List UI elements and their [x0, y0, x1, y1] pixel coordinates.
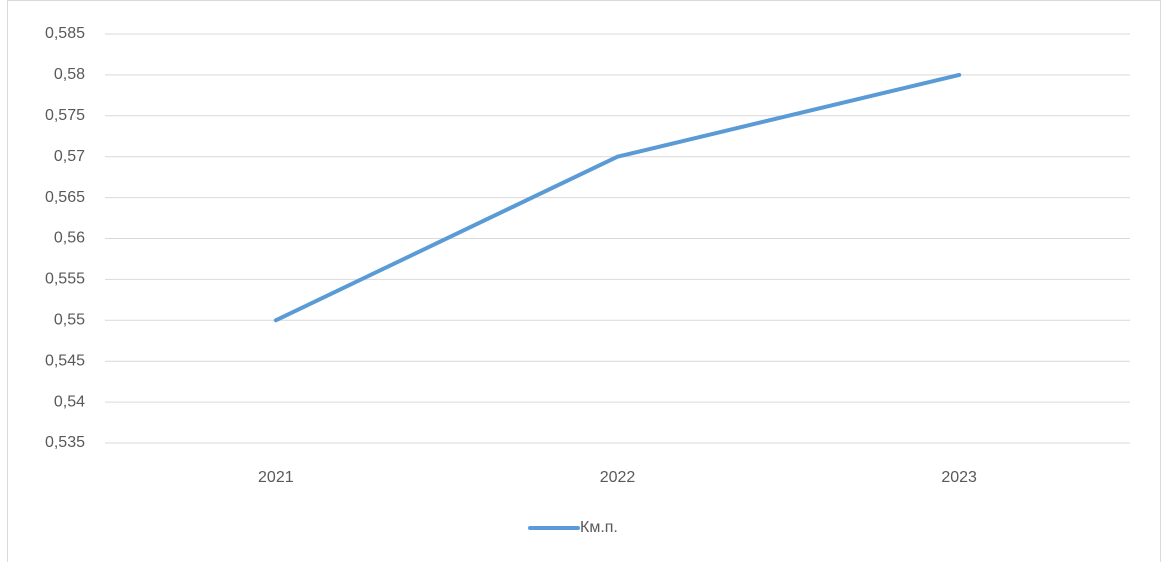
y-tick-label: 0,585: [45, 25, 85, 42]
legend-label: Км.п.: [580, 519, 618, 536]
y-tick-label: 0,57: [54, 148, 85, 165]
y-tick-label: 0,565: [45, 189, 85, 206]
y-tick-label: 0,54: [54, 393, 85, 410]
x-tick-label: 2023: [941, 469, 977, 486]
x-tick-label: 2021: [258, 469, 294, 486]
y-tick-label: 0,555: [45, 271, 85, 288]
data-line: [273, 72, 962, 323]
y-tick-label: 0,55: [54, 312, 85, 329]
chart-border: [7, 0, 1161, 562]
y-tick-label: 0,535: [45, 434, 85, 451]
y-tick-label: 0,56: [54, 230, 85, 247]
y-tick-label: 0,545: [45, 352, 85, 369]
y-tick-label: 0,58: [54, 66, 85, 83]
x-tick-label: 2022: [600, 469, 636, 486]
y-tick-label: 0,575: [45, 107, 85, 124]
